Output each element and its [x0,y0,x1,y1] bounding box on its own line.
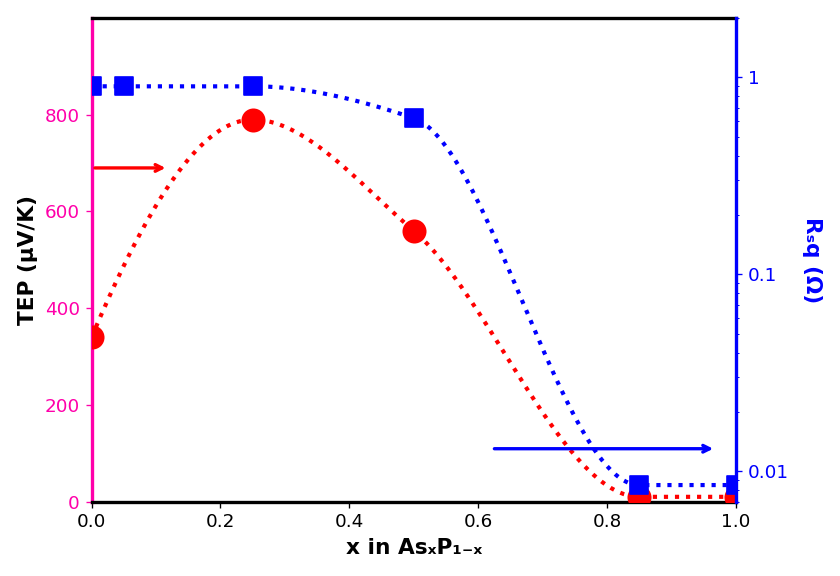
Point [633,492,646,502]
Point [407,113,421,123]
Point [633,480,646,490]
Point [85,332,98,342]
Point [117,82,130,91]
Point [85,82,98,91]
Y-axis label: Rₛq (Ω): Rₛq (Ω) [802,217,822,303]
Point [246,82,260,91]
X-axis label: x in AsₓP₁₋ₓ: x in AsₓP₁₋ₓ [345,538,482,558]
Point [246,115,260,124]
Point [407,226,421,236]
Point [729,492,743,502]
Y-axis label: TEP (μV/K): TEP (μV/K) [18,195,38,325]
Point [729,480,743,490]
